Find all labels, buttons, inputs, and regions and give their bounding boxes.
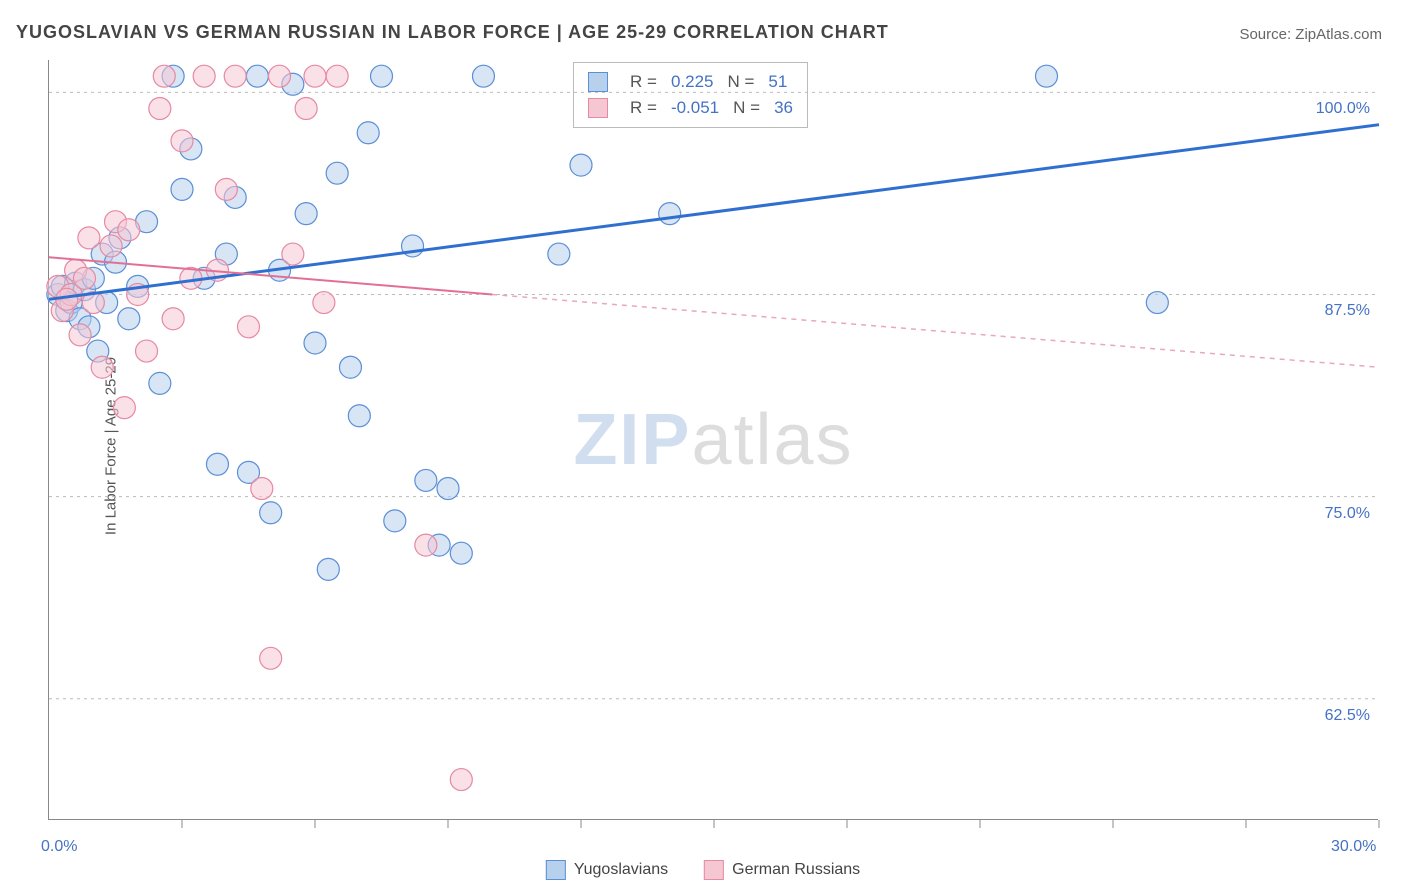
n-value-1: 51 [768,69,787,95]
source-label: Source: ZipAtlas.com [1239,26,1382,43]
plot-area: ZIPatlas 62.5%75.0%87.5%100.0%0.0%30.0% [48,60,1378,820]
correlation-row-2: R = -0.051 N = 36 [588,95,793,121]
chart-container: YUGOSLAVIAN VS GERMAN RUSSIAN IN LABOR F… [0,0,1406,892]
legend-swatch-1 [546,860,566,880]
legend-swatch-2 [704,860,724,880]
n-label-1: N = [727,69,754,95]
r-value-2: -0.051 [671,95,719,121]
n-value-2: 36 [774,95,793,121]
x-tick-label: 0.0% [41,838,77,856]
correlation-legend: R = 0.225 N = 51 R = -0.051 N = 36 [573,62,808,128]
plot-svg [49,60,1378,819]
r-value-1: 0.225 [671,69,714,95]
legend-item-2: German Russians [704,860,860,880]
y-tick-label: 62.5% [1325,707,1370,725]
y-tick-label: 100.0% [1316,100,1370,118]
y-tick-label: 87.5% [1325,302,1370,320]
n-label-2: N = [733,95,760,121]
x-tick-label: 30.0% [1331,838,1376,856]
y-tick-label: 75.0% [1325,505,1370,523]
legend-label-1: Yugoslavians [574,861,668,879]
legend-item-1: Yugoslavians [546,860,668,880]
legend-label-2: German Russians [732,861,860,879]
chart-title: YUGOSLAVIAN VS GERMAN RUSSIAN IN LABOR F… [16,22,889,43]
r-label-1: R = [630,69,657,95]
correlation-row-1: R = 0.225 N = 51 [588,69,793,95]
legend-bottom: Yugoslavians German Russians [546,860,860,880]
r-label-2: R = [630,95,657,121]
swatch-series-1 [588,72,608,92]
swatch-series-2 [588,98,608,118]
